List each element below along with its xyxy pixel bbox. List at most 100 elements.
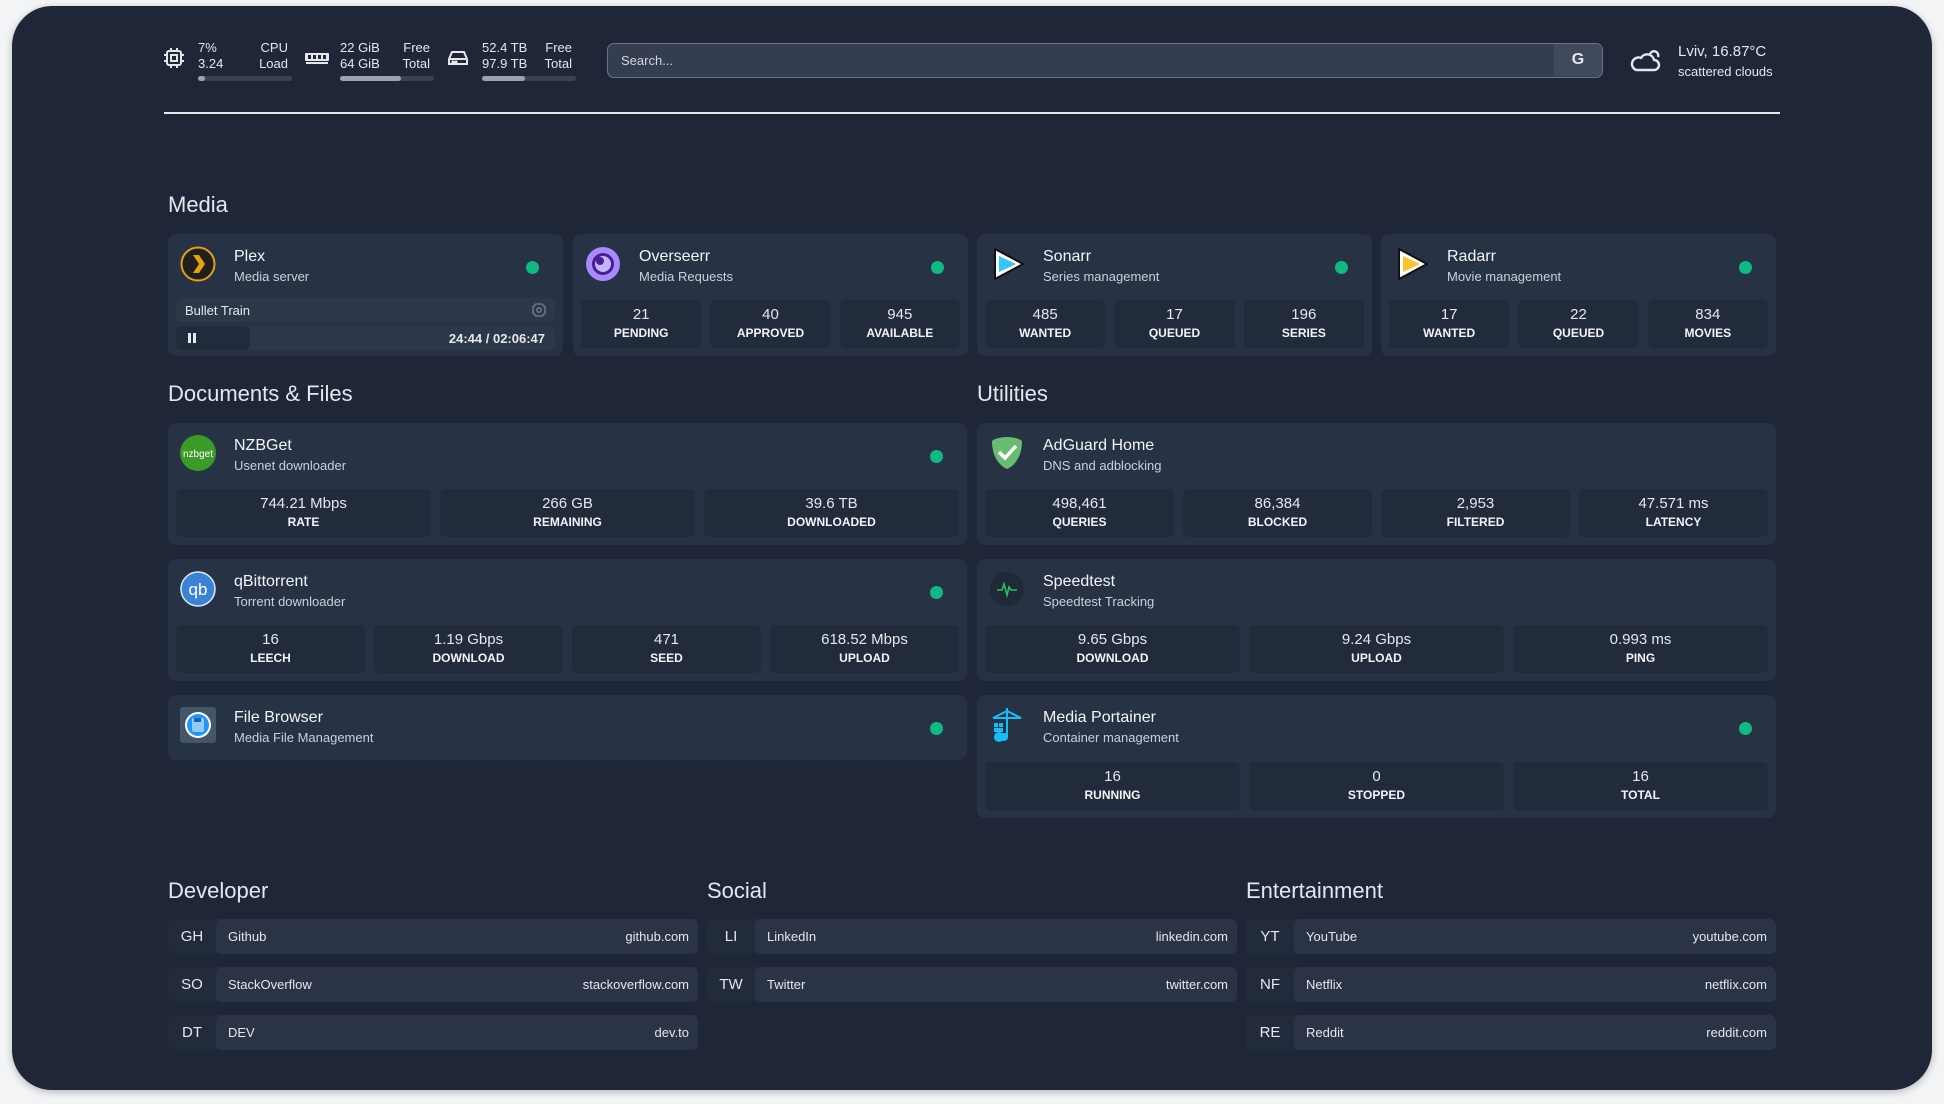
bookmark-netflix[interactable]: NF Netflix netflix.com — [1246, 967, 1776, 1002]
media-portainer-card[interactable]: Media Portainer Container management 16 RU… — [977, 695, 1776, 818]
bookmark-name: StackOverflow — [228, 977, 312, 992]
stat-value: 834 — [1695, 306, 1721, 323]
bookmark-url: twitter.com — [1165, 977, 1228, 992]
service-title[interactable]: Media Portainer — [1043, 709, 1156, 726]
stat-value: 485 — [1032, 306, 1058, 323]
nzbget-card[interactable]: nzbget NZBGet Usenet downloader 744.21 Mb… — [168, 423, 967, 545]
memory-icon — [305, 53, 329, 64]
file-browser-card[interactable]: File Browser Media File Management — [168, 695, 967, 760]
memory-bar-fill — [340, 76, 402, 81]
plex-icon — [180, 246, 216, 282]
playback-progress[interactable]: 24:44 / 02:06:47 — [176, 326, 555, 350]
stat-label: UPLOAD — [839, 651, 890, 665]
overseerr-card[interactable]: Overseerr Media Requests 21 PENDING 40 APPRO… — [573, 234, 968, 356]
stat-label: QUEUED — [1148, 326, 1201, 340]
service-title[interactable]: qBittorrent — [234, 573, 308, 590]
stat-value: 86,384 — [1254, 495, 1301, 512]
bookmark-link[interactable]: Github github.com — [216, 919, 698, 954]
cpu-load: 3.24 — [198, 56, 224, 71]
sonarr-card[interactable]: Sonarr Series management 485 WANTED 17 QUEUE… — [977, 234, 1372, 356]
plex-card[interactable]: Plex Media server Bullet Train 24:44 / 02… — [168, 234, 563, 356]
stat-label: WANTED — [1423, 326, 1476, 340]
stat-block: 16 RUNNING — [985, 762, 1240, 810]
stat-value: 21 — [632, 306, 650, 323]
disk-bar-fill — [482, 76, 526, 81]
speedtest-card[interactable]: Speedtest Speedtest Tracking 9.65 Gbps DOW… — [977, 559, 1776, 681]
sonarr-icon — [989, 246, 1025, 282]
bookmark-url: github.com — [625, 929, 689, 944]
bookmark-link[interactable]: Reddit reddit.com — [1294, 1015, 1776, 1050]
service-description: Container management — [1043, 730, 1179, 745]
stat-value: 9.65 Gbps — [1077, 631, 1148, 648]
disk-total: 97.9 TB — [482, 56, 528, 71]
stat-block: 16 LEECH — [176, 625, 365, 673]
stat-label: TOTAL — [1621, 788, 1660, 802]
bookmark-url: dev.to — [654, 1025, 689, 1040]
cpu-bar-fill — [198, 76, 205, 81]
stat-label: AVAILABLE — [866, 326, 934, 340]
adguard-icon — [989, 435, 1025, 471]
stat-block: 485 WANTED — [985, 300, 1106, 348]
service-title[interactable]: AdGuard Home — [1043, 437, 1155, 454]
bookmark-link[interactable]: Netflix netflix.com — [1294, 967, 1776, 1002]
bookmark-reddit[interactable]: RE Reddit reddit.com — [1246, 1015, 1776, 1050]
speedtest-icon — [989, 571, 1025, 607]
cpu-icon — [164, 48, 184, 68]
service-title[interactable]: Radarr — [1447, 248, 1496, 265]
service-stats: 744.21 Mbps RATE 266 GB REMAINING 39.6 TB DOW… — [176, 489, 959, 537]
stat-block: 498,461 QUERIES — [985, 489, 1174, 537]
now-playing: Bullet Train — [176, 298, 555, 322]
service-title[interactable]: Overseerr — [639, 248, 711, 265]
stat-value: 22 — [1570, 306, 1587, 323]
search-input[interactable] — [608, 44, 1556, 76]
bookmark-link[interactable]: YouTube youtube.com — [1294, 919, 1776, 954]
service-title[interactable]: NZBGet — [234, 437, 292, 454]
status-indicator — [1335, 261, 1348, 274]
adguard-home-card[interactable]: AdGuard Home DNS and adblocking 498,461 QU… — [977, 423, 1776, 545]
bookmark-abbreviation: NF — [1260, 976, 1280, 993]
search-provider-button[interactable]: G — [1554, 44, 1602, 76]
bookmark-abbreviation: LI — [724, 928, 738, 945]
search-box: G — [607, 43, 1603, 78]
section-heading-entertainment: Entertainment — [1246, 878, 1383, 903]
dashboard-panel — [12, 6, 1932, 1090]
stat-block: 0.993 ms PING — [1513, 625, 1768, 673]
service-stats: 16 LEECH 1.19 Gbps DOWNLOAD 471 SEED 618.52 Mb… — [176, 625, 959, 673]
stat-block: 1.19 Gbps DOWNLOAD — [374, 625, 563, 673]
service-title[interactable]: Sonarr — [1043, 248, 1092, 265]
stat-value: 16 — [1104, 768, 1121, 785]
section-heading-documents: Documents & Files — [168, 381, 353, 406]
weather-location-temp: Lviv, 16.87°C — [1678, 43, 1767, 60]
bookmark-url: netflix.com — [1704, 977, 1767, 992]
cpu-percent: 7% — [198, 40, 217, 55]
memory-total: 64 GiB — [340, 56, 380, 71]
stat-value: 9.24 Gbps — [1341, 631, 1412, 648]
bookmark-link[interactable]: LinkedIn linkedin.com — [755, 919, 1237, 954]
bookmark-link[interactable]: Twitter twitter.com — [755, 967, 1237, 1002]
service-title[interactable]: Plex — [234, 248, 266, 265]
status-indicator — [1739, 261, 1752, 274]
stat-label: FILTERED — [1446, 515, 1505, 529]
radarr-card[interactable]: Radarr Movie management 17 WANTED 22 QUEUED 8… — [1381, 234, 1776, 356]
qbittorrent-card[interactable]: qb qBittorrent Torrent downloader 16 LEECH… — [168, 559, 967, 681]
service-description: Media server — [234, 269, 310, 284]
bookmark-youtube[interactable]: YT YouTube youtube.com — [1246, 919, 1776, 954]
stat-block: 945 AVAILABLE — [839, 300, 960, 348]
pause-icon[interactable] — [188, 333, 196, 343]
service-stats: 21 PENDING 40 APPROVED 945 AVAILABLE — [581, 300, 960, 348]
bookmark-linkedin[interactable]: LI LinkedIn linkedin.com — [707, 919, 1237, 954]
service-title[interactable]: File Browser — [234, 709, 323, 726]
bookmark-github[interactable]: GH Github github.com — [168, 919, 698, 954]
bookmark-twitter[interactable]: TW Twitter twitter.com — [707, 967, 1237, 1002]
gear-icon[interactable] — [532, 303, 546, 317]
bookmark-link[interactable]: StackOverflow stackoverflow.com — [216, 967, 698, 1002]
service-title[interactable]: Speedtest — [1043, 573, 1116, 590]
stat-value: 266 GB — [542, 495, 593, 512]
bookmark-dev[interactable]: DT DEV dev.to — [168, 1015, 698, 1050]
memory-free: 22 GiB — [340, 40, 380, 55]
stat-block: 47.571 ms LATENCY — [1579, 489, 1768, 537]
stat-label: MOVIES — [1684, 326, 1732, 340]
bookmark-link[interactable]: DEV dev.to — [216, 1015, 698, 1050]
stat-block: 618.52 Mbps UPLOAD — [770, 625, 959, 673]
bookmark-stackoverflow[interactable]: SO StackOverflow stackoverflow.com — [168, 967, 698, 1002]
